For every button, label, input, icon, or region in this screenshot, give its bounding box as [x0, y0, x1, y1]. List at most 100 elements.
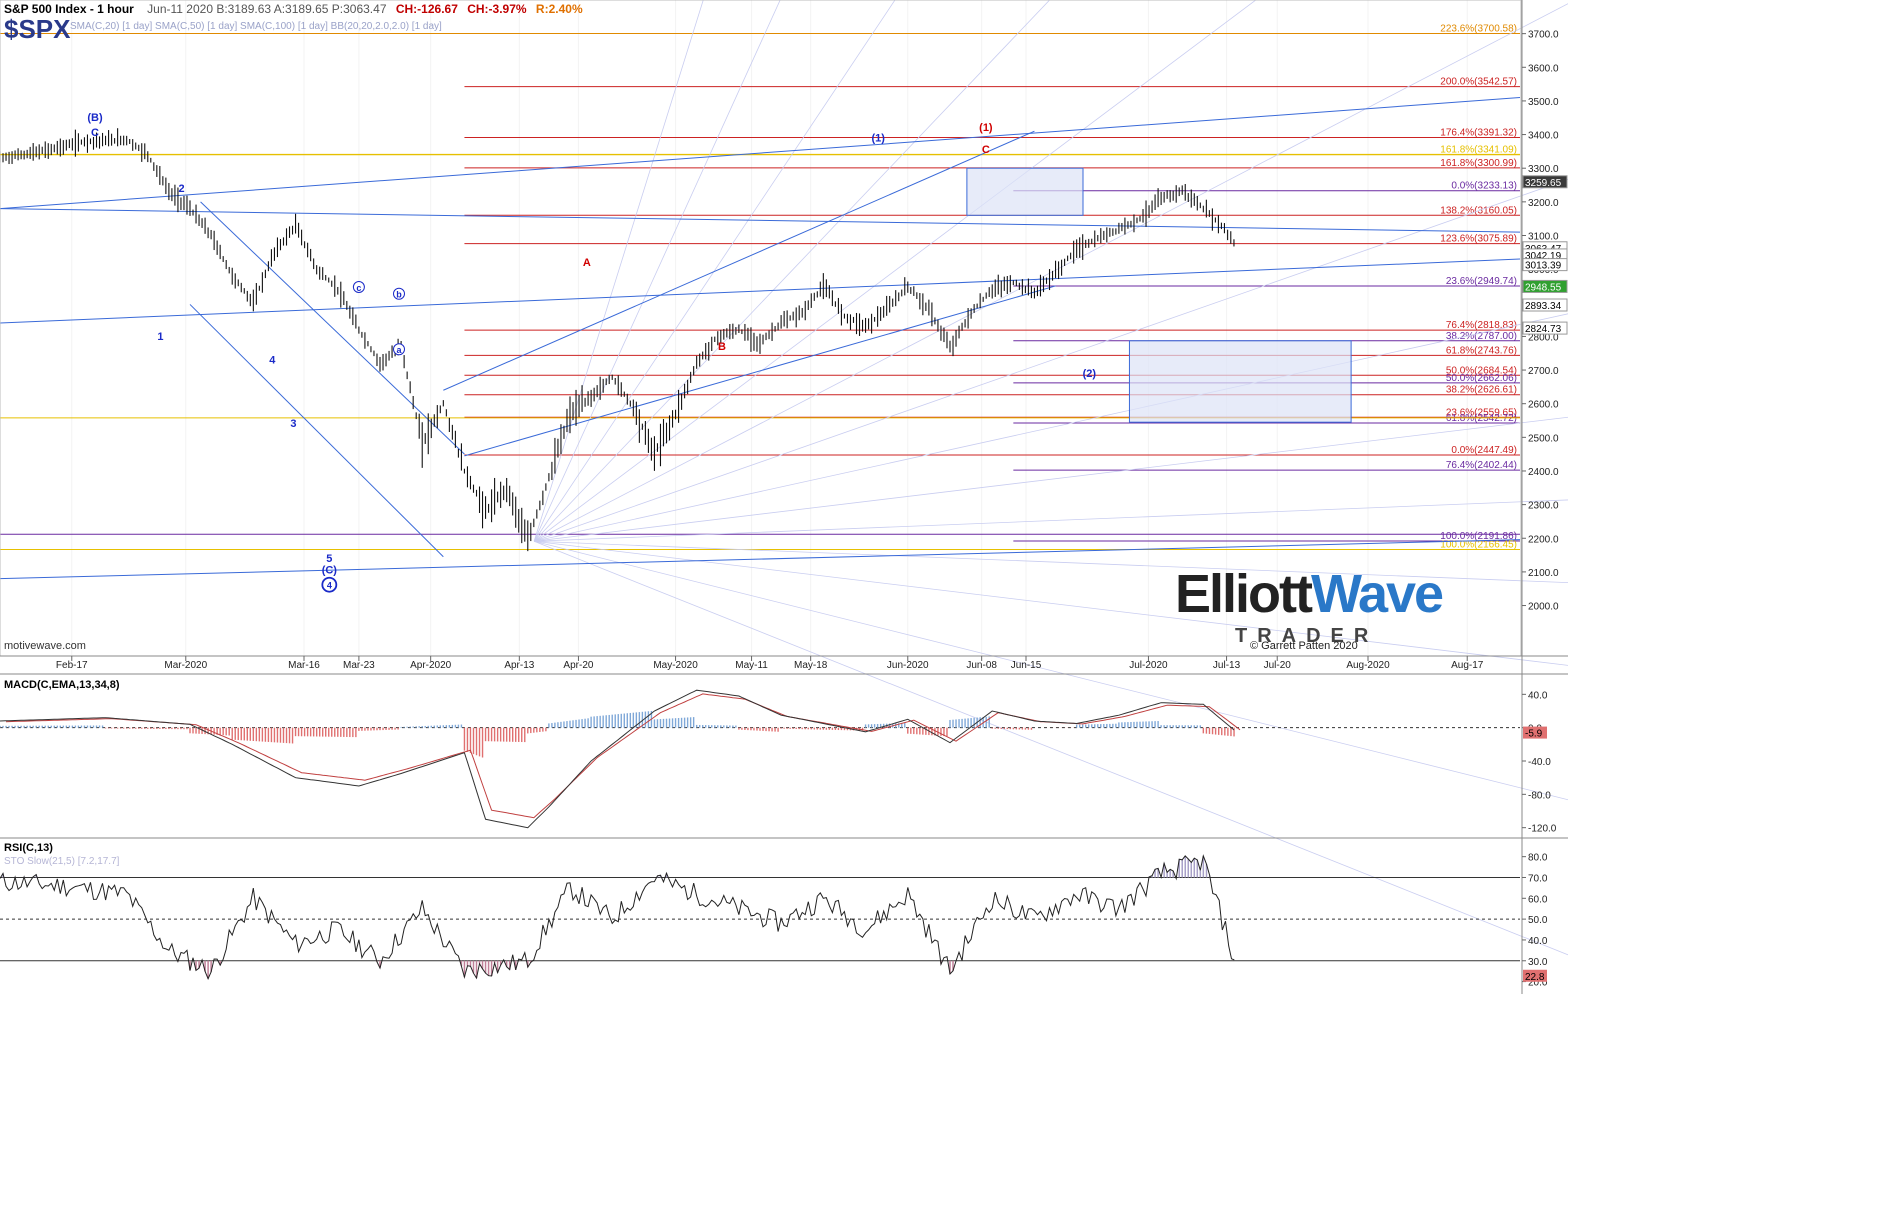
y-tick-label: 2300.0 [1528, 501, 1559, 512]
x-tick-label: Jun-2020 [887, 660, 929, 671]
rsi-panel: 80.070.060.050.040.030.020.022.87.2 [0, 853, 1548, 1023]
macd-label: MACD(C,EMA,13,34,8) [4, 679, 120, 691]
price-badge [1522, 175, 1568, 189]
price-badge [1522, 321, 1568, 335]
macd-y-tick-label: -80.0 [1528, 790, 1551, 801]
channel-line [0, 539, 1521, 580]
channel-line [464, 285, 1056, 457]
x-tick-label: Feb-17 [56, 660, 88, 671]
fib-level-label: 23.6%(2559.65) [1446, 407, 1517, 418]
chart-title: S&P 500 Index - 1 hour [4, 2, 134, 16]
fib-level-label: 161.8%(3341.09) [1440, 144, 1517, 155]
x-tick-label: Aug-2020 [1346, 660, 1390, 671]
gann-fan-line [534, 239, 1902, 542]
x-tick-label: Apr-2020 [410, 660, 452, 671]
brand-word-wave: Wave [1310, 564, 1444, 624]
overlay-legend: SMA(C,20) [1 day] SMA(C,50) [1 day] SMA(… [70, 21, 442, 32]
target-boxes [966, 167, 1352, 423]
chart-canvas: 223.6%(3700.58) 200.0%(3542.57) 176.4%(339… [0, 0, 1902, 1089]
wave-label: (1) [871, 132, 885, 144]
wave-label: 3 [290, 418, 296, 430]
wave-label: A [583, 257, 591, 269]
channel-line [200, 201, 465, 455]
target-box-wave-2 [1128, 340, 1352, 423]
chart-stage: 223.6%(3700.58) 200.0%(3542.57) 176.4%(339… [0, 0, 1902, 1089]
rsi-y-tick-label: 50.0 [1528, 915, 1548, 926]
x-tick-label: May-11 [735, 660, 768, 671]
wave-label: C [91, 127, 99, 139]
y-tick-label: 3500.0 [1528, 97, 1559, 108]
price-badge-label: 2948.55 [1525, 282, 1562, 293]
fib-level-label: 100.0%(2191.86) [1440, 531, 1517, 542]
copyright-label: © Garrett Patten 2020 [1250, 640, 1358, 652]
price-badge-label: 2893.34 [1525, 301, 1562, 312]
macd-current-badge [1523, 726, 1547, 739]
gann-fan-line [534, 486, 1902, 542]
macd-y-tick-label: 40.0 [1528, 690, 1548, 701]
rsi-line [0, 854, 1235, 980]
rsi-y-tick-label: 40.0 [1528, 936, 1548, 947]
fib-level-label: 0.0%(3233.13) [1451, 181, 1517, 192]
y-tick-label: 2800.0 [1528, 332, 1559, 343]
fib-level-label: 38.2%(2787.00) [1446, 331, 1517, 342]
channel-line [443, 130, 1035, 391]
wave-label: c [356, 283, 361, 293]
y-tick-label: 2500.0 [1528, 433, 1559, 444]
fib-level-label: 200.0%(3542.57) [1440, 77, 1517, 88]
x-tick-label: Jul-20 [1264, 660, 1292, 671]
wave-label: a [396, 345, 402, 355]
x-tick-label: Aug-17 [1451, 660, 1484, 671]
y-tick-label: 3200.0 [1528, 198, 1559, 209]
brand-word-trader: TRADER [1235, 625, 1379, 647]
price-badge [1522, 279, 1568, 293]
change-points: CH:-126.67 [395, 2, 458, 16]
channel-line [0, 258, 1521, 324]
fib-layer: 223.6%(3700.58) 200.0%(3542.57) 176.4%(339… [0, 23, 1520, 551]
x-tick-label: Mar-23 [343, 660, 375, 671]
x-tick-label: Mar-2020 [164, 660, 207, 671]
wave-label: 5 [326, 553, 332, 565]
y-tick-label: 3300.0 [1528, 164, 1559, 175]
price-badge-label: 3259.65 [1525, 178, 1562, 189]
chart-header: S&P 500 Index - 1 hour Jun-11 2020 B:318… [4, 2, 583, 16]
wave-label: 1 [157, 331, 163, 343]
x-tick-label: Jun-08 [966, 660, 997, 671]
rsi-y-tick-label: 20.0 [1528, 978, 1548, 989]
y-tick-label: 3600.0 [1528, 63, 1559, 74]
range-percent: R:2.40% [535, 2, 583, 16]
price-badge-label: 2824.73 [1525, 324, 1562, 335]
wave-label-circle [352, 280, 365, 293]
channel-line [0, 208, 1521, 233]
wave-label: 4 [327, 581, 332, 591]
wave-label: (B) [87, 112, 103, 124]
fib-level-label: 223.6%(3700.58) [1440, 23, 1517, 34]
channel-layer [0, 0, 1902, 1089]
price-badge [1522, 258, 1568, 272]
macd-y-tick-label: -40.0 [1528, 757, 1551, 768]
source-label: motivewave.com [4, 640, 86, 652]
symbol-label: $SPX [4, 14, 71, 44]
rsi-current-label: 22.8 [1525, 972, 1545, 983]
gann-fan-line [533, 0, 1257, 542]
fib-level-label: 61.8%(2542.72) [1446, 413, 1517, 424]
wave-label: C [982, 144, 990, 156]
wave-label-circle [321, 576, 338, 593]
y-tick-label: 2100.0 [1528, 568, 1559, 579]
wave-label-circle [393, 343, 405, 356]
fib-level-label: 100.0%(2166.45) [1440, 540, 1517, 551]
fib-level-label: 76.4%(2402.44) [1446, 460, 1517, 471]
macd-y-tick-label: -120.0 [1528, 824, 1557, 835]
channel-line [0, 97, 1521, 210]
x-tick-label: May-2020 [653, 660, 698, 671]
brand-logo: ElliottWave TRADER [1175, 563, 1444, 648]
fib-level-label: 123.6%(3075.89) [1440, 234, 1517, 245]
rsi-y-tick-label: 80.0 [1528, 853, 1548, 864]
fib-level-label: 176.4%(3391.32) [1440, 127, 1517, 138]
price-series [0, 128, 1235, 552]
fib-level-label: 161.8%(3300.99) [1440, 158, 1517, 169]
gann-fan-line [534, 376, 1902, 542]
gann-fan-line [533, 0, 896, 542]
grid-layer [71, 0, 1468, 656]
x-tick-label: Jul-13 [1213, 660, 1241, 671]
x-tick-label: Mar-16 [288, 660, 320, 671]
